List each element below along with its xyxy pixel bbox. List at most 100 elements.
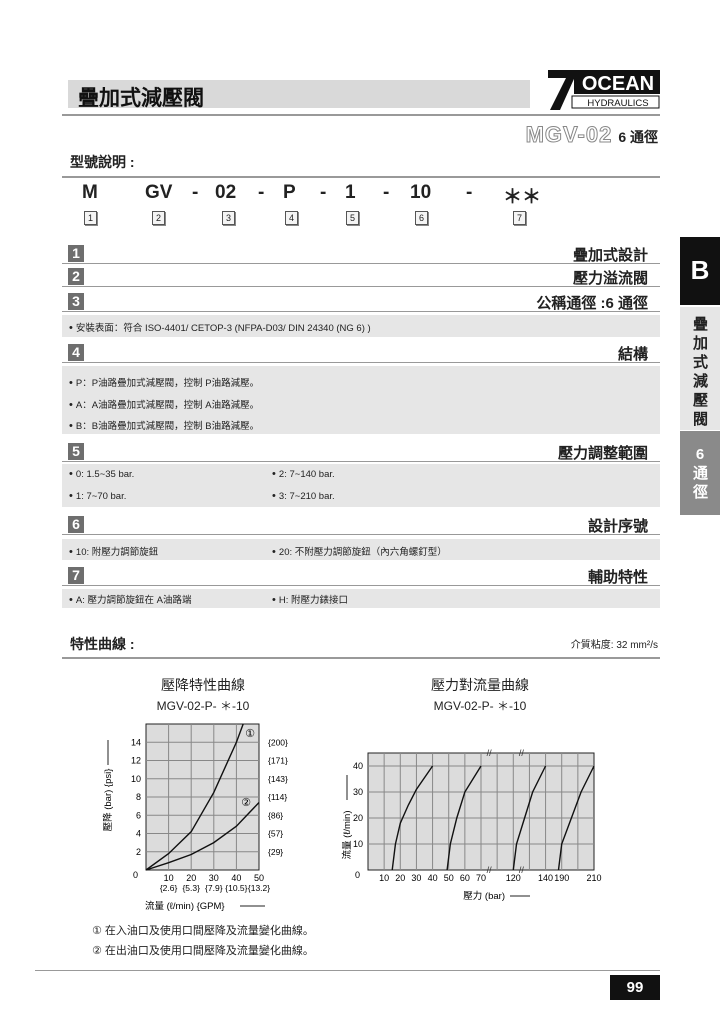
chart2-x-tick: 50 (444, 873, 454, 883)
code-part: - (258, 182, 265, 203)
section-number: 3 (68, 293, 84, 310)
list-item: 10: 附壓力調節旋鈕 (69, 544, 158, 558)
chart1-x-tick-gpm: {7.9} (205, 883, 223, 893)
list-item: P：P油路疊加式減壓閥，控制 P油路減壓。 (69, 375, 259, 389)
section-content-3: 安裝表面：符合 ISO-4401/ CETOP-3 (NFPA-D03/ DIN… (62, 315, 660, 337)
chart1-y-tick: 6 (136, 810, 141, 820)
chart2-series-3-line (512, 765, 547, 871)
section-label: 設計序號 (587, 518, 648, 535)
section-label: 壓力調整範圍 (557, 445, 648, 462)
chart2-x-tick: 120 (506, 873, 521, 883)
chart2-y-tick: 30 (353, 787, 363, 797)
chart1-y-tick-psi: {171} (268, 756, 288, 766)
section-header-4: 4 結構 (62, 342, 660, 363)
code-number-box: 7 (513, 211, 526, 225)
axis-break-icon: // (487, 865, 493, 875)
chart1-series-label: ① (245, 728, 255, 740)
chart1-y-tick: 0 (133, 870, 138, 880)
axis-break-icon: // (519, 865, 525, 875)
chart2-series-1-line (391, 765, 434, 871)
chart1-y-tick: 14 (131, 737, 141, 747)
code-part: ＊＊ (503, 187, 542, 208)
chart1-x-tick: 40 (231, 873, 241, 883)
chart1-y-tick: 8 (136, 792, 141, 802)
code-part: 1 (345, 182, 356, 203)
section-header-5: 5 壓力調整範圍 (62, 441, 660, 462)
section-number: 1 (68, 245, 84, 262)
chart1-x-tick-gpm: {13.2} (248, 883, 270, 893)
model-code-heading: 型號說明 : (70, 154, 135, 170)
chart2-title: 壓力對流量曲線 (431, 677, 529, 693)
section-content-5: 0: 1.5~35 bar. 2: 7~140 bar. 1: 7~70 bar. 3… (62, 464, 660, 507)
list-item: 0: 1.5~35 bar. (69, 468, 134, 480)
page-number: 99 (610, 975, 660, 1000)
code-part: P (283, 182, 296, 203)
side-tab-size[interactable]: 6 通徑 (680, 431, 720, 515)
chart1-y-label: 壓降 (bar) {psi} (102, 769, 114, 832)
title-bar: 疊加式減壓閥 (68, 80, 530, 110)
list-item: 3: 7~210 bar. (272, 490, 335, 502)
list-item: H: 附壓力錶接口 (272, 592, 348, 606)
section-label: 輔助特性 (587, 569, 648, 586)
axis-break-icon: // (487, 748, 493, 758)
curves-heading: 特性曲線 : (70, 636, 135, 652)
chart2-x-tick: 190 (554, 873, 569, 883)
code-part: - (383, 182, 390, 203)
chart2-series-2-line (446, 765, 482, 871)
list-item: 1: 7~70 bar. (69, 490, 126, 502)
section-content-7: A: 壓力調節旋鈕在 A油路端 H: 附壓力錶接口 (62, 589, 660, 608)
divider (62, 461, 660, 462)
code-number-box: 4 (285, 211, 298, 225)
chart1-y-tick-psi: {114} (268, 792, 287, 802)
chart2-x-tick: 40 (428, 873, 438, 883)
chart1-series-2-line (145, 801, 260, 871)
section-header-3: 3 公稱通徑 :6 通徑 (62, 291, 660, 312)
section-header-7: 7 輔助特性 (62, 565, 660, 586)
chart2-series-4-line (557, 765, 595, 871)
chart1-y-tick-psi: {29} (268, 847, 283, 857)
section-number: 2 (68, 268, 84, 285)
list-item: A：A油路疊加式減壓閥，控制 A油路減壓。 (69, 397, 259, 411)
divider (62, 534, 660, 535)
chart1-y-tick-psi: {143} (268, 774, 288, 784)
chart1-y-tick: 10 (131, 774, 141, 784)
divider (62, 263, 660, 264)
divider (62, 657, 660, 659)
chart1-title: 壓降特性曲線 (161, 677, 245, 693)
section-number: 5 (68, 443, 84, 460)
chart2-y-tick: 40 (353, 761, 363, 771)
code-part: - (192, 182, 199, 203)
chart1-x-tick: 20 (186, 873, 196, 883)
model-heading: MGV-02 6 通徑 (525, 122, 658, 148)
viscosity: 介質粘度: 32 mm²/s (570, 640, 658, 651)
code-part: 02 (215, 182, 237, 203)
section-header-6: 6 設計序號 (62, 514, 660, 535)
divider (62, 286, 660, 287)
side-tab-category[interactable]: 疊加式減壓閥 (680, 307, 720, 430)
section-content-6: 10: 附壓力調節旋鈕 20: 不附壓力調節旋鈕（內六角螺釘型） (62, 539, 660, 560)
chart2-subtitle: MGV-02-P- ＊-10 (433, 699, 527, 713)
axis-break-icon: // (519, 748, 525, 758)
section-label: 公稱通徑 :6 通徑 (536, 295, 648, 312)
section-header-2: 2 壓力溢流閥 (62, 266, 660, 287)
list-item: 安裝表面：符合 ISO-4401/ CETOP-3 (NFPA-D03/ DIN… (69, 320, 371, 334)
chart2-x-tick: 10 (379, 873, 389, 883)
chart1-y-tick: 12 (131, 756, 141, 766)
divider (62, 311, 660, 312)
code-part: - (466, 182, 473, 203)
chart1-x-tick: 30 (209, 873, 219, 883)
chart1-x-tick-gpm: {10.5} (225, 883, 247, 893)
chart1-y-tick-psi: {86} (268, 810, 283, 820)
list-item: B：B油路疊加式減壓閥，控制 B油路減壓。 (69, 418, 259, 432)
chart2-x-tick: 70 (476, 873, 486, 883)
divider (62, 362, 660, 363)
code-part: GV (145, 182, 173, 203)
side-tab-letter[interactable]: B (680, 237, 720, 305)
chart2-x-tick: 60 (460, 873, 470, 883)
chart2-x-tick: 30 (411, 873, 421, 883)
code-part: - (320, 182, 327, 203)
svg-text:HYDRAULICS: HYDRAULICS (587, 98, 648, 109)
chart1-subtitle: MGV-02-P- ＊-10 (156, 699, 250, 713)
note-1: ① 在入油口及使用口間壓降及流量變化曲線。 (92, 925, 314, 937)
